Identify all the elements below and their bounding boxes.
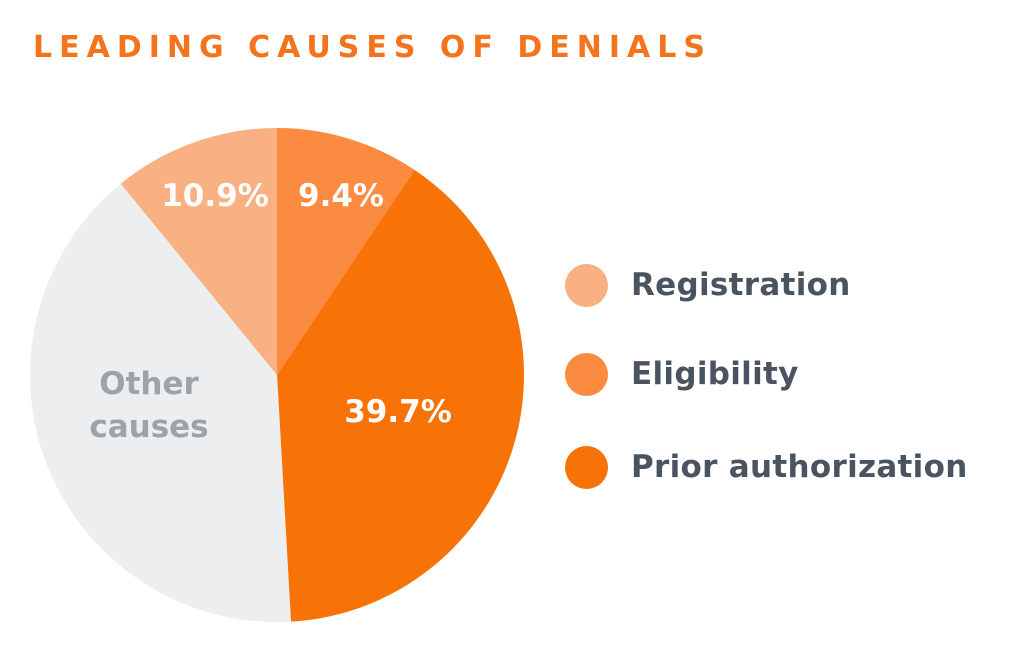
legend-dot-eligibility-icon [565,352,608,396]
legend-label-registration: Registration [631,267,851,303]
pie-slice-other-causes [30,183,291,622]
pie-chart [30,128,524,622]
page-title: LEADING CAUSES OF DENIALS [33,30,712,65]
legend-item-eligibility: Eligibility [565,352,799,396]
legend-item-prior-authorization: Prior authorization [565,445,968,489]
legend-item-registration: Registration [565,263,851,307]
pie-slice-eligibility [277,128,415,375]
pie-slice-prior-authorization [277,169,524,622]
legend-dot-prior-authorization-icon [565,445,608,489]
legend-dot-registration-icon [565,263,608,307]
legend-label-prior-authorization: Prior authorization [631,449,968,485]
legend-label-eligibility: Eligibility [631,356,799,392]
pie-slice-registration [120,128,277,375]
